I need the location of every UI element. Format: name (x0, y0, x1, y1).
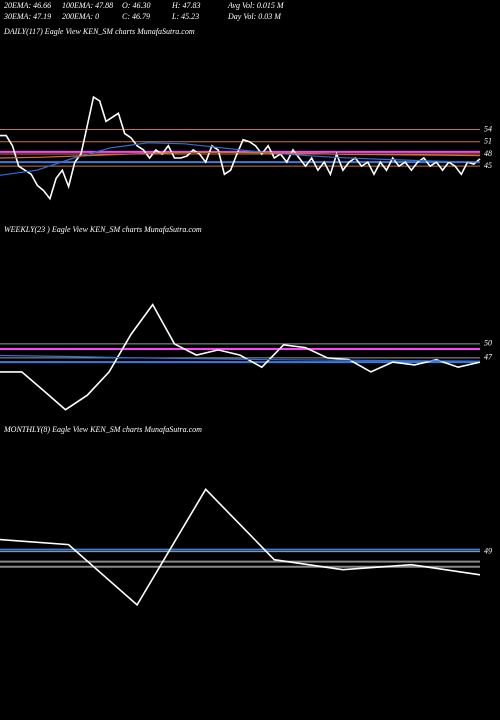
stat: H: 47.83 (171, 1, 200, 10)
y-tick-label: 48 (484, 149, 492, 158)
price-line (0, 354, 481, 362)
y-tick-label: 54 (484, 124, 492, 133)
stat: 20EMA: 46.66 (4, 1, 51, 10)
stat: 30EMA: 47.19 (3, 12, 51, 21)
price-line (0, 303, 481, 411)
stat: L: 45.23 (171, 12, 199, 21)
header: 20EMA: 46.66 100EMA: 47.88 O: 46.30 H: 4… (3, 1, 285, 21)
stat: O: 46.30 (122, 1, 150, 10)
price-line (0, 95, 481, 201)
y-tick-label: 45 (484, 161, 492, 170)
stat: 200EMA: 0 (62, 12, 99, 21)
y-tick-label: 50 (484, 339, 492, 348)
y-tick-label: 47 (484, 353, 493, 362)
price-line (0, 487, 481, 607)
panel-title: MONTHLY(8) Eagle View KEN_SM charts Muna… (3, 425, 202, 434)
y-tick-label: 49 (484, 546, 492, 555)
stat: Avg Vol: 0.015 M (227, 1, 285, 10)
panel-title: WEEKLY(23 ) Eagle View KEN_SM charts Mun… (4, 225, 202, 234)
y-tick-label: 51 (484, 137, 492, 146)
price-line (0, 151, 481, 159)
stat: C: 46.79 (122, 12, 150, 21)
stat: 100EMA: 47.88 (62, 1, 113, 10)
stat: Day Vol: 0.03 M (227, 12, 282, 21)
panel-title: DAILY(117) Eagle View KEN_SM charts Muna… (3, 27, 195, 36)
